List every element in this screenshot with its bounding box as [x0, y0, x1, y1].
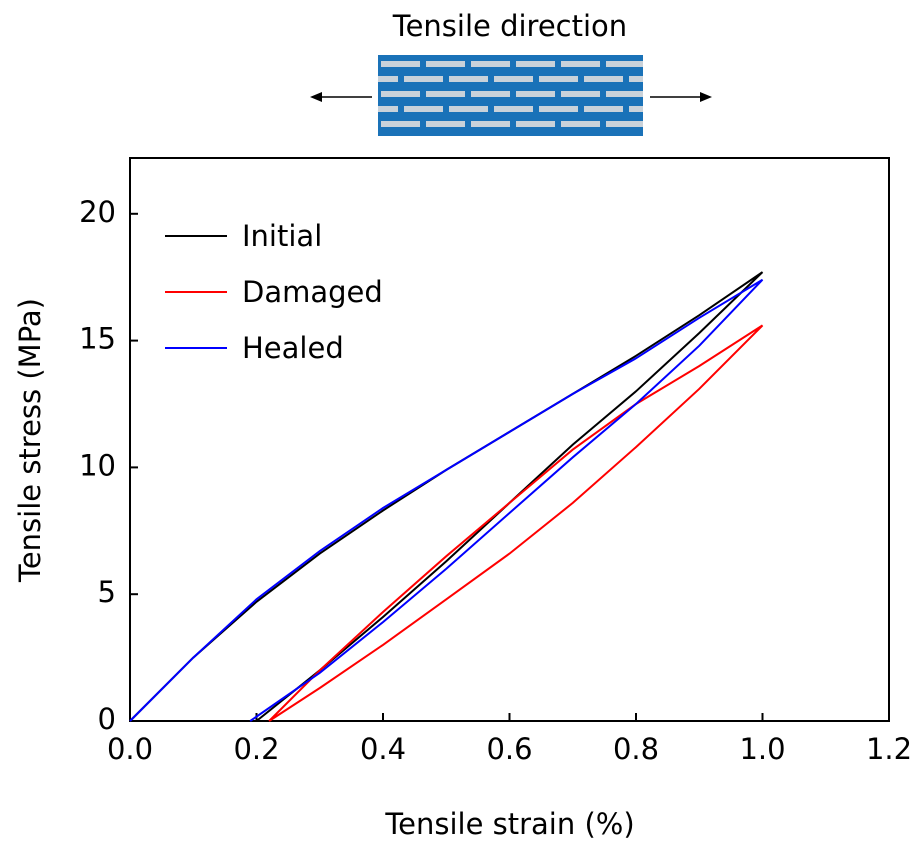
- brick: [471, 121, 510, 127]
- brick: [584, 76, 623, 82]
- brick: [561, 121, 600, 127]
- brick: [561, 61, 600, 67]
- y-axis-label: Tensile stress (MPa): [13, 298, 47, 583]
- arrow-head: [700, 92, 712, 102]
- brick: [539, 106, 578, 112]
- brick: [516, 61, 555, 67]
- brick: [629, 106, 643, 112]
- x-tick-label: 1.0: [739, 732, 785, 766]
- brick: [426, 121, 465, 127]
- brick: [378, 76, 398, 82]
- y-tick-label: 10: [79, 448, 116, 482]
- y-tick-label: 20: [79, 195, 116, 229]
- brick: [606, 61, 643, 67]
- brick: [494, 76, 533, 82]
- legend-label: Initial: [242, 219, 322, 253]
- legend-label: Healed: [242, 331, 344, 365]
- brick: [494, 106, 533, 112]
- x-tick-label: 0.6: [486, 732, 532, 766]
- brick: [378, 106, 398, 112]
- brick: [404, 106, 443, 112]
- series-line: [129, 278, 764, 722]
- legend-label: Damaged: [242, 275, 383, 309]
- brick: [516, 91, 555, 97]
- brick: [471, 61, 510, 67]
- x-tick-label: 0.2: [233, 732, 279, 766]
- brick: [539, 76, 578, 82]
- arrow-head: [310, 92, 322, 102]
- x-tick-label: 1.2: [866, 732, 912, 766]
- brick: [426, 91, 465, 97]
- brick: [629, 76, 643, 82]
- x-tick-label: 0.8: [613, 732, 659, 766]
- brick: [426, 61, 465, 67]
- series-line: [129, 271, 764, 722]
- brick: [606, 91, 643, 97]
- series-line: [268, 324, 764, 722]
- header: Tensile direction: [392, 9, 627, 43]
- brick: [561, 91, 600, 97]
- y-tick-label: 5: [98, 575, 116, 609]
- y-tick-label: 15: [79, 322, 116, 356]
- brick-diagram: [378, 55, 643, 136]
- brick: [381, 121, 420, 127]
- brick: [381, 91, 420, 97]
- brick: [516, 121, 555, 127]
- brick: [404, 76, 443, 82]
- brick: [471, 91, 510, 97]
- x-axis-label: Tensile strain (%): [384, 807, 634, 841]
- x-tick-label: 0.0: [107, 732, 153, 766]
- y-tick-label: 0: [98, 702, 116, 736]
- x-tick-label: 0.4: [360, 732, 406, 766]
- brick: [449, 106, 488, 112]
- brick: [381, 61, 420, 67]
- brick: [449, 76, 488, 82]
- brick: [606, 121, 643, 127]
- brick: [584, 106, 623, 112]
